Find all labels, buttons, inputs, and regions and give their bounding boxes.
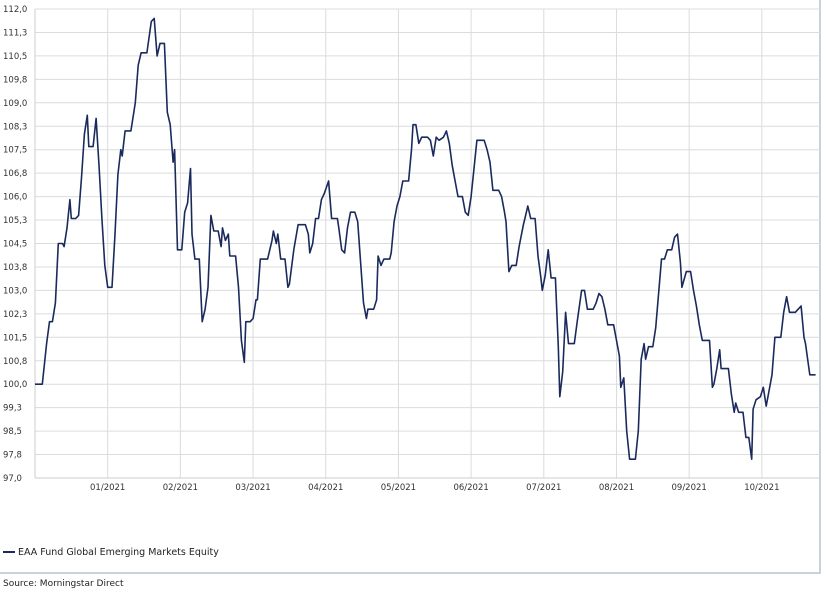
line-chart: 112,0 111,3 110,5 109,8 109,0 108,3 107,5 106,8… [3, 5, 820, 493]
y-tick-label: 102,3 [3, 310, 27, 320]
y-tick-label: 111,3 [3, 28, 27, 38]
y-tick-label: 106,0 [3, 193, 27, 203]
y-tick-label: 109,8 [3, 75, 27, 85]
y-tick-label: 105,3 [3, 216, 27, 226]
y-tick-label: 107,5 [3, 146, 27, 156]
y-tick-label: 99,3 [3, 404, 22, 414]
y-tick-label: 97,8 [3, 451, 22, 461]
x-tick-label: 04/2021 [308, 483, 343, 493]
axes: 112,0 111,3 110,5 109,8 109,0 108,3 107,5 106,8… [3, 5, 820, 493]
y-tick-label: 109,0 [3, 99, 27, 109]
x-tick-label: 08/2021 [599, 483, 634, 493]
x-tick-label: 03/2021 [235, 483, 270, 493]
series-layer [35, 17, 816, 460]
legend: EAA Fund Global Emerging Markets Equity [3, 546, 219, 558]
y-tick-label: 101,5 [3, 333, 27, 343]
y-tick-label: 97,0 [3, 474, 22, 484]
series-line [35, 17, 816, 460]
x-tick-label: 10/2021 [744, 483, 779, 493]
y-tick-label: 100,8 [3, 357, 27, 367]
y-tick-label: 104,5 [3, 240, 27, 250]
y-tick-label: 108,3 [3, 122, 27, 132]
x-tick-label: 01/2021 [90, 483, 125, 493]
y-tick-label: 100,0 [3, 380, 27, 390]
y-tick-label: 98,5 [3, 427, 22, 437]
y-tick-label: 110,5 [3, 52, 27, 62]
gridlines [35, 8, 820, 479]
legend-swatch [3, 551, 15, 553]
y-tick-label: 106,8 [3, 169, 27, 179]
source-note: Source: Morningstar Direct [3, 579, 124, 589]
x-tick-label: 05/2021 [381, 483, 416, 493]
y-tick-label: 103,0 [3, 286, 27, 296]
x-tick-label: 02/2021 [163, 483, 198, 493]
x-tick-label: 09/2021 [672, 483, 707, 493]
legend-label: EAA Fund Global Emerging Markets Equity [18, 546, 219, 558]
x-tick-label: 07/2021 [526, 483, 561, 493]
y-tick-label: 103,8 [3, 263, 27, 273]
chart-frame [0, 0, 821, 574]
x-tick-label: 06/2021 [453, 483, 488, 493]
y-tick-label: 112,0 [3, 5, 27, 15]
